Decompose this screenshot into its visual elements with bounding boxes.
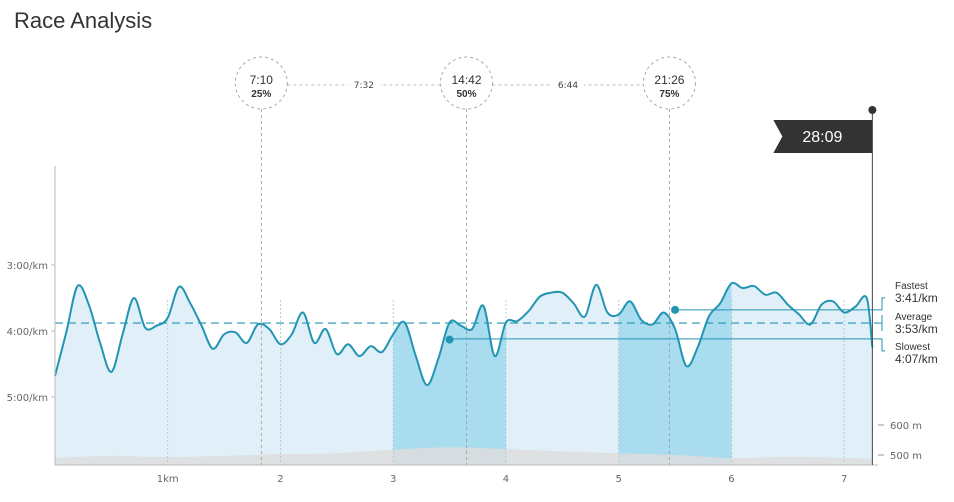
split-gap-bg: [347, 77, 380, 91]
milestone-percent: 25%: [251, 89, 271, 100]
elevation-area: [55, 447, 873, 465]
pace-line-layer: [54, 281, 874, 387]
average-bracket: [878, 315, 883, 332]
milestone-circle: [642, 56, 696, 110]
x-tick-label: 6: [728, 474, 734, 485]
x-tick-label: 3: [390, 474, 396, 485]
km-grid-layer: [167, 300, 845, 465]
y-tick-label: 3:00/km: [7, 261, 48, 272]
milestone-time: 7:10: [250, 73, 274, 87]
fastest-value: 3:41/km: [895, 291, 938, 305]
fastest-bracket: [878, 297, 885, 311]
split-gap-label: 6:44: [558, 81, 578, 91]
milestones-layer: 7:10 25% 7:32 14:42 50% 6:44 21:26 75%: [234, 56, 696, 465]
x-tick-label: 4: [503, 474, 509, 485]
pace-marker: [445, 335, 454, 344]
split-gap-label: 7:32: [354, 81, 374, 91]
finish-flag-layer: 28:09: [773, 106, 877, 465]
average-label: Average: [895, 312, 933, 323]
x-tick-label: 7: [841, 474, 847, 485]
x-tick-label: 2: [277, 474, 283, 485]
page-title: Race Analysis: [14, 8, 153, 33]
fastest-label: Fastest: [895, 281, 928, 292]
pace-line: [54, 281, 874, 387]
elevation-layer: [55, 447, 873, 465]
slowest-value: 4:07/km: [895, 352, 938, 366]
highlight-area-km-5-6: [618, 283, 732, 465]
highlight-area-km-3-4: [393, 305, 506, 465]
slowest-bracket: [878, 338, 885, 352]
finish-time: 28:09: [802, 129, 842, 146]
milestone-circle: [440, 56, 493, 110]
elevation-label: 600 m: [890, 421, 922, 432]
y-tick-label: 4:00/km: [7, 327, 48, 338]
pace-area-layer: [55, 282, 873, 465]
elevation-label: 500 m: [890, 451, 922, 462]
milestone-time: 21:26: [654, 73, 684, 87]
finish-pole-top: [868, 106, 877, 114]
y-tick-label: 5:00/km: [7, 393, 48, 404]
x-tick-label: 5: [616, 474, 622, 485]
milestone-percent: 50%: [456, 89, 476, 100]
x-tick-label: 1km: [157, 474, 179, 485]
slowest-label: Slowest: [895, 342, 930, 353]
milestone-time: 14:42: [451, 73, 481, 87]
pace-marker: [671, 305, 680, 314]
milestone-circle: [234, 56, 288, 110]
reference-lines-layer: [55, 305, 878, 344]
average-value: 3:53/km: [895, 322, 938, 336]
milestone-percent: 75%: [659, 89, 679, 100]
finish-flag: [773, 120, 873, 153]
split-gap-bg: [551, 77, 584, 91]
